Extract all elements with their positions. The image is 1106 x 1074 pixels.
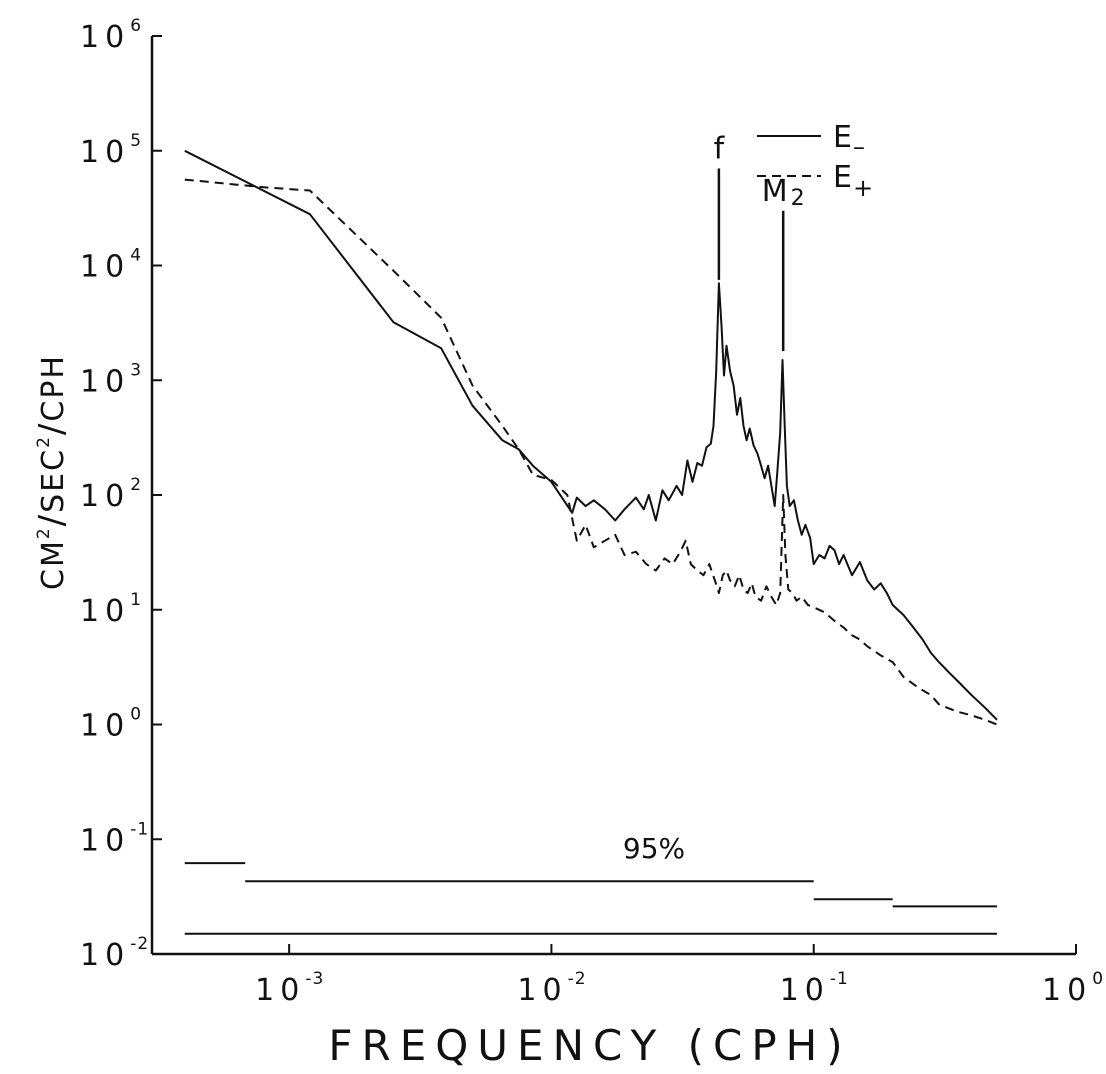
peak-annotations: f M 2 [714, 132, 805, 351]
y-tick-label: 106 [80, 16, 142, 55]
y-tick-label: 105 [80, 131, 142, 170]
legend-label-e-plus: E+ [833, 160, 873, 202]
x-tick-label: 10-2 [517, 969, 586, 1008]
y-tick-label: 10-1 [80, 819, 149, 858]
y-tick-label: 100 [80, 705, 142, 744]
axes [150, 36, 1076, 956]
x-tick-label: 10-1 [780, 969, 849, 1008]
y-title-slash-2: / [32, 422, 72, 435]
series-line-e-plus [184, 178, 998, 726]
y-tick-label: 102 [80, 475, 142, 514]
y-title-cm: CM [36, 539, 71, 590]
y-ticks: 10-2 10-1 100 101 102 103 104 105 106 [80, 16, 162, 973]
x-tick-label: 100 [1042, 969, 1104, 1008]
y-title-slash-1: / [32, 513, 72, 526]
y-axis-title: CM2/SEC2/CPH [32, 354, 72, 590]
series-line-e-minus [184, 149, 998, 721]
legend-label-e-minus: E– [833, 120, 865, 161]
y-tick-label: 10-2 [80, 934, 149, 973]
y-title-sec: SEC [36, 448, 71, 513]
svg-text:CM2/SEC2/CPH: CM2/SEC2/CPH [32, 354, 72, 590]
confidence-label: 95% [623, 832, 685, 865]
y-title-sec-exp: 2 [34, 435, 54, 448]
y-title-cm-exp: 2 [34, 526, 54, 539]
legend: E– E+ [757, 120, 873, 202]
y-tick-label: 101 [80, 590, 142, 629]
y-tick-label: 104 [80, 246, 142, 285]
confidence-interval [184, 862, 998, 935]
peak-label: f [714, 132, 726, 167]
series-layer [184, 149, 998, 726]
x-axis-title: FREQUENCY (CPH) [328, 1021, 851, 1070]
y-tick-label: 103 [80, 360, 142, 399]
x-ticks: 10-3 10-2 10-1 100 [255, 944, 1104, 1008]
x-tick-label: 10-3 [255, 969, 324, 1008]
y-title-cph: CPH [36, 354, 71, 422]
